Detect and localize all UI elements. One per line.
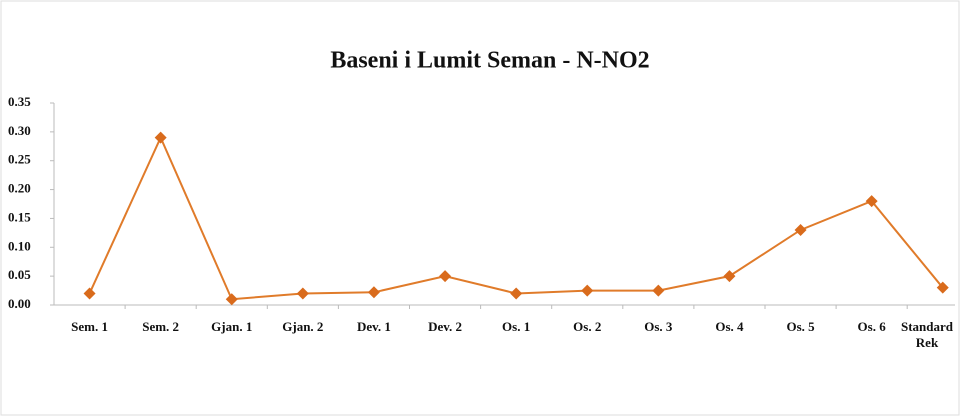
marker [581,284,594,297]
marker [723,270,736,283]
marker [225,293,238,306]
marker [936,281,949,294]
x-tick-label: Os. 5 [786,319,815,334]
x-tick-label: Gjan. 1 [211,319,253,334]
x-tick-label: Os. 3 [644,319,673,334]
marker [652,284,665,297]
marker [865,195,878,208]
y-tick-label: 0.20 [8,181,31,196]
marker [794,223,807,236]
y-tick-label: 0.10 [8,238,31,253]
x-tick-label: Dev. 2 [428,319,463,334]
marker [296,287,309,300]
y-tick-label: 0.05 [8,267,31,282]
series-line [88,135,944,301]
x-tick-label: Sem. 2 [142,319,180,334]
x-tick-label: Os. 6 [857,319,886,334]
marker [83,287,96,300]
x-tick-label: Os. 4 [715,319,744,334]
y-tick-label: 0.15 [8,209,31,224]
marker [367,286,380,299]
marker [510,287,523,300]
x-tick-label: Gjan. 2 [282,319,324,334]
x-tick-label: Os. 1 [502,319,531,334]
y-tick-label: 0.25 [8,152,31,167]
x-tick-label: Sem. 1 [71,319,108,334]
marker [154,131,167,144]
y-tick-label: 0.30 [8,123,31,138]
x-tick-label: Standard Rek [900,319,954,350]
marker [439,270,452,283]
y-tick-label: 0.00 [8,296,31,311]
chart-title: Baseni i Lumit Seman - N-NO2 [330,48,649,74]
y-tick-label: 0.35 [8,94,31,109]
x-tick-label: Dev. 1 [356,319,391,334]
x-tick-label: Os. 2 [573,319,602,334]
